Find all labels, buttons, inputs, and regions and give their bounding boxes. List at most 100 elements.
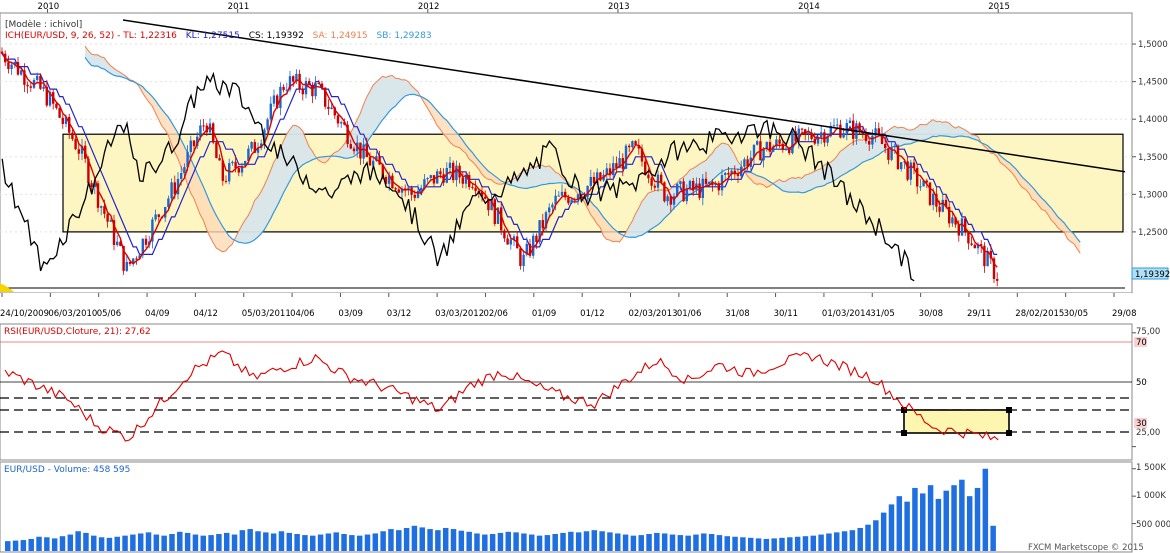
volume-bar [920, 493, 926, 551]
candle-body [848, 120, 852, 124]
volume-bar [544, 535, 551, 551]
candle-body [122, 245, 125, 271]
candle-body [704, 178, 708, 184]
candle-body [317, 83, 320, 85]
volume-bar [450, 529, 457, 551]
candle-body [324, 87, 327, 107]
volume-bar [44, 537, 50, 551]
volume-bar [724, 536, 730, 551]
price-tick-label: 1,4000 [1138, 115, 1168, 125]
volume-bar [200, 535, 206, 551]
trend-line [122, 19, 1126, 173]
candle-body [58, 107, 61, 118]
candle-body [87, 158, 90, 184]
volume-bar [12, 540, 19, 551]
volume-bar [896, 496, 903, 551]
candle-body [970, 243, 973, 245]
candle-body [567, 197, 570, 204]
date-label: 29/08 [1112, 309, 1137, 319]
candle-body [484, 196, 487, 199]
date-label: 04/12 [193, 309, 218, 319]
candle-body [628, 145, 631, 148]
candle-body [314, 83, 317, 97]
volume-bar [161, 535, 167, 551]
candle-body [48, 92, 52, 106]
candle-body [906, 161, 909, 180]
candle-body [596, 172, 599, 184]
volume-bar [255, 531, 261, 551]
candle-body [349, 144, 352, 149]
volume-bar [325, 533, 332, 551]
candle-body [647, 174, 650, 179]
candle-body [154, 214, 157, 220]
rsi-box-handle-3[interactable] [901, 430, 907, 436]
candle-body [612, 163, 615, 176]
candle-body [90, 183, 93, 187]
last-price-tag [1131, 267, 1169, 280]
price-tick-label: 1,3000 [1138, 190, 1168, 200]
candle-body [874, 128, 877, 136]
candle-body [986, 250, 989, 267]
rsi-box-handle-1[interactable] [901, 407, 907, 413]
volume-bar [356, 535, 363, 551]
year-label: 2014 [798, 2, 820, 12]
candle-body [871, 135, 874, 145]
volume-bar [114, 536, 120, 551]
volume-bar [388, 529, 394, 551]
volume-bar [403, 527, 410, 551]
volume-bar [489, 534, 496, 551]
candle-body [788, 148, 791, 154]
candle-body [7, 62, 10, 70]
candle-body [890, 147, 893, 160]
tenkan-line [1, 53, 998, 268]
year-ticks: 2010 2011 2012 2013 2014 2015 [38, 2, 1010, 13]
candle-body [528, 243, 532, 256]
candle-body [176, 178, 180, 195]
candle-body [192, 140, 196, 147]
candle-body [964, 218, 967, 232]
date-label: 01/03/2014 [822, 309, 871, 319]
candle-body [330, 107, 333, 109]
volume-bar [834, 532, 840, 551]
candle-body [951, 217, 954, 224]
price-legend: ICH(EUR/USD, 9, 26, 52) - TL: 1,22316 KL… [5, 31, 432, 41]
candle-body [935, 193, 938, 207]
candle-body [548, 207, 551, 213]
rsi-box-handle-4[interactable] [1006, 430, 1012, 436]
year-label: 2010 [38, 2, 60, 12]
candle-body [909, 162, 912, 180]
candle-body [224, 180, 228, 182]
candle-body [340, 122, 343, 124]
candle-body [560, 191, 564, 196]
volume-bar [607, 532, 613, 551]
volume-bar [98, 537, 105, 551]
candle-body [231, 161, 234, 164]
candle-body [189, 140, 192, 152]
candle-body [864, 133, 868, 142]
candle-body [842, 133, 845, 138]
candle-body [688, 180, 692, 190]
candle-body [644, 161, 647, 175]
candle-body [519, 248, 522, 266]
candle-body [624, 145, 628, 169]
candle-body [541, 220, 544, 229]
candle-body [247, 148, 250, 161]
candle-body [903, 161, 906, 163]
candle-body [586, 185, 589, 197]
volume-bar [349, 535, 355, 551]
volume-bar [317, 534, 324, 551]
volume-bar [575, 532, 582, 551]
candle-body [954, 217, 957, 225]
candle-body [381, 164, 384, 178]
candle-body [692, 180, 695, 190]
candle-body [804, 129, 807, 134]
candle-body [900, 162, 903, 170]
candle-body [311, 84, 314, 97]
candle-body [352, 148, 356, 152]
candle-body [887, 148, 890, 160]
candle-body [503, 230, 506, 239]
candle-body [173, 182, 176, 195]
rsi-box-handle-2[interactable] [1006, 407, 1012, 413]
candle-body [276, 95, 279, 109]
